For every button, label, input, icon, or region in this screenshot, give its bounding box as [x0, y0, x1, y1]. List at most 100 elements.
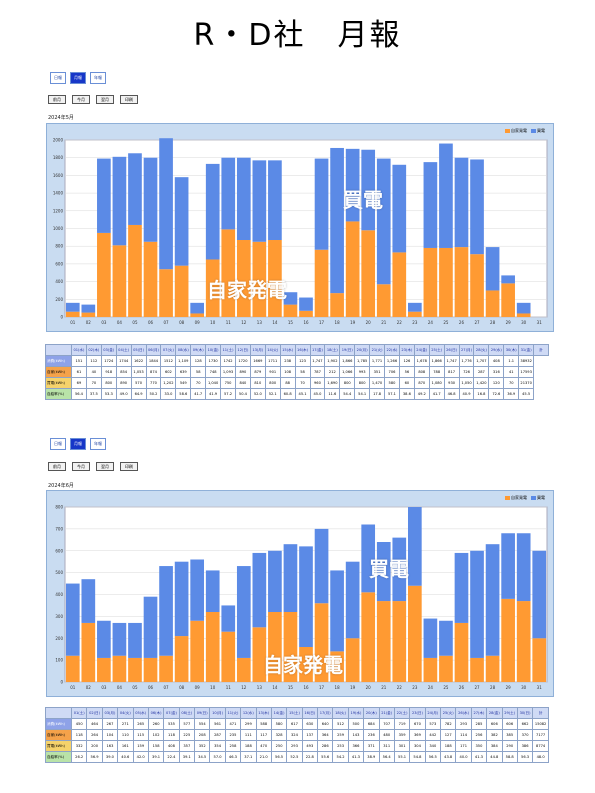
bar-purchased: [314, 528, 329, 604]
table-cell: 464: [86, 718, 103, 730]
table-header-cell: 27(月): [458, 344, 475, 356]
y-tick-label: 800: [55, 505, 63, 510]
table-cell: 56.4: [71, 388, 87, 400]
x-tick-label: 20: [366, 320, 372, 325]
table-cell: 45.1: [294, 388, 311, 400]
table-cell: 56.5: [424, 751, 442, 763]
tab-yearly[interactable]: 年報: [90, 438, 106, 450]
table-cell: 800: [100, 377, 117, 389]
table-corner: [45, 707, 72, 719]
table-cell: 212: [324, 366, 341, 378]
print-button[interactable]: 印刷: [120, 462, 138, 471]
tab-daily[interactable]: 日報: [50, 72, 66, 84]
tab-monthly[interactable]: 月報: [70, 72, 86, 84]
table-cell: 57.0: [209, 751, 226, 763]
next-month-button[interactable]: 翌月: [96, 462, 114, 471]
this-month-button[interactable]: 今月: [72, 95, 90, 104]
x-tick-label: 05: [132, 685, 138, 690]
bar-self: [236, 657, 251, 682]
table-cell: 1,678: [413, 355, 430, 367]
table-cell: 316: [488, 366, 505, 378]
table-cell: 60.8: [279, 388, 296, 400]
x-tick-label: 06: [148, 320, 154, 325]
table-cell: 340: [424, 740, 442, 752]
table-cell: 670: [409, 718, 426, 730]
bar-purchased: [190, 302, 205, 314]
table-cell: 253: [332, 740, 349, 752]
x-tick-label: 03: [101, 685, 107, 690]
bar-purchased: [516, 533, 531, 602]
table-cell: 21370: [518, 377, 535, 389]
bar-purchased: [221, 157, 236, 230]
table-cell: 293: [455, 718, 472, 730]
this-month-button[interactable]: 今月: [72, 462, 90, 471]
bar-purchased: [330, 570, 344, 652]
table-cell: 17.8: [369, 388, 386, 400]
table-cell: 16.8: [473, 388, 490, 400]
row-label: 自給率(%): [45, 751, 72, 763]
table-cell: 570: [130, 377, 147, 389]
table-cell: 854: [115, 366, 132, 378]
bar-purchased: [174, 561, 189, 637]
table-cell: 50.4: [234, 388, 251, 400]
table-cell: 290: [501, 740, 518, 752]
table-header-cell: 29(土): [501, 707, 518, 719]
table-cell: 161: [117, 740, 134, 752]
table-header-cell: 12(水): [240, 707, 257, 719]
x-tick-label: 22: [397, 320, 403, 325]
x-tick-label: 14: [272, 320, 278, 325]
table-cell: 450: [70, 718, 88, 730]
table-cell: 535: [163, 718, 180, 730]
tab-monthly[interactable]: 月報: [70, 438, 86, 450]
table-cell: 640: [316, 718, 334, 730]
table-cell: 800: [264, 377, 281, 389]
table-cell: 588: [255, 718, 272, 730]
table-header-cell: 02(日): [86, 707, 103, 719]
y-tick-label: 400: [55, 279, 63, 284]
bar-self: [97, 232, 111, 317]
table-cell: 573: [424, 718, 442, 730]
table-header-cell: 10(月): [209, 707, 226, 719]
bar-purchased: [205, 570, 220, 612]
bar-self: [516, 601, 531, 682]
x-tick-label: 16: [303, 685, 309, 690]
print-button[interactable]: 印刷: [120, 95, 138, 104]
table-cell: 45.5: [518, 388, 535, 400]
table-cell: 328: [270, 729, 288, 741]
table-cell: 382: [486, 729, 503, 741]
table-cell: 750: [220, 377, 236, 389]
table-cell: 748: [205, 366, 222, 378]
next-month-button[interactable]: 翌月: [96, 95, 114, 104]
table-cell: 840: [234, 377, 251, 389]
table-cell: 56.9: [86, 751, 103, 763]
tab-daily[interactable]: 日報: [50, 438, 66, 450]
bar-self: [65, 311, 80, 317]
table-cell: 56: [398, 366, 415, 378]
bar-purchased: [345, 148, 360, 222]
table-cell: 408: [163, 740, 180, 752]
tab-yearly[interactable]: 年報: [90, 72, 106, 84]
row-label: 自給率(%): [45, 388, 72, 400]
nav-buttons-1: 前月 今月 翌月 印刷: [48, 95, 138, 104]
table-cell: 45.0: [309, 388, 326, 400]
y-tick-label: 200: [55, 297, 63, 302]
x-tick-label: 09: [195, 320, 201, 325]
bar-purchased: [128, 622, 142, 658]
page-title: R・D社 月報: [193, 18, 402, 53]
table-cell: 606: [486, 718, 503, 730]
prev-month-button[interactable]: 前月: [48, 462, 66, 471]
bar-purchased: [407, 302, 422, 312]
table-row: 自家(kWh) 61 40 918 854 1,053 874 602 639 58 748 1,09…: [45, 366, 549, 378]
bar-self: [407, 585, 422, 682]
prev-month-button[interactable]: 前月: [48, 95, 66, 104]
table-cell: 250: [270, 740, 288, 752]
table-cell: 163: [101, 740, 119, 752]
x-tick-label: 11: [226, 320, 232, 325]
table-cell: 370: [516, 729, 534, 741]
table-cell: 57.1: [384, 388, 400, 400]
table-cell: 630: [301, 718, 319, 730]
table-cell: 782: [439, 718, 457, 730]
x-tick-label: 20: [366, 685, 372, 690]
table-header-cell: 19(日): [339, 344, 356, 356]
x-tick-label: 18: [335, 685, 341, 690]
